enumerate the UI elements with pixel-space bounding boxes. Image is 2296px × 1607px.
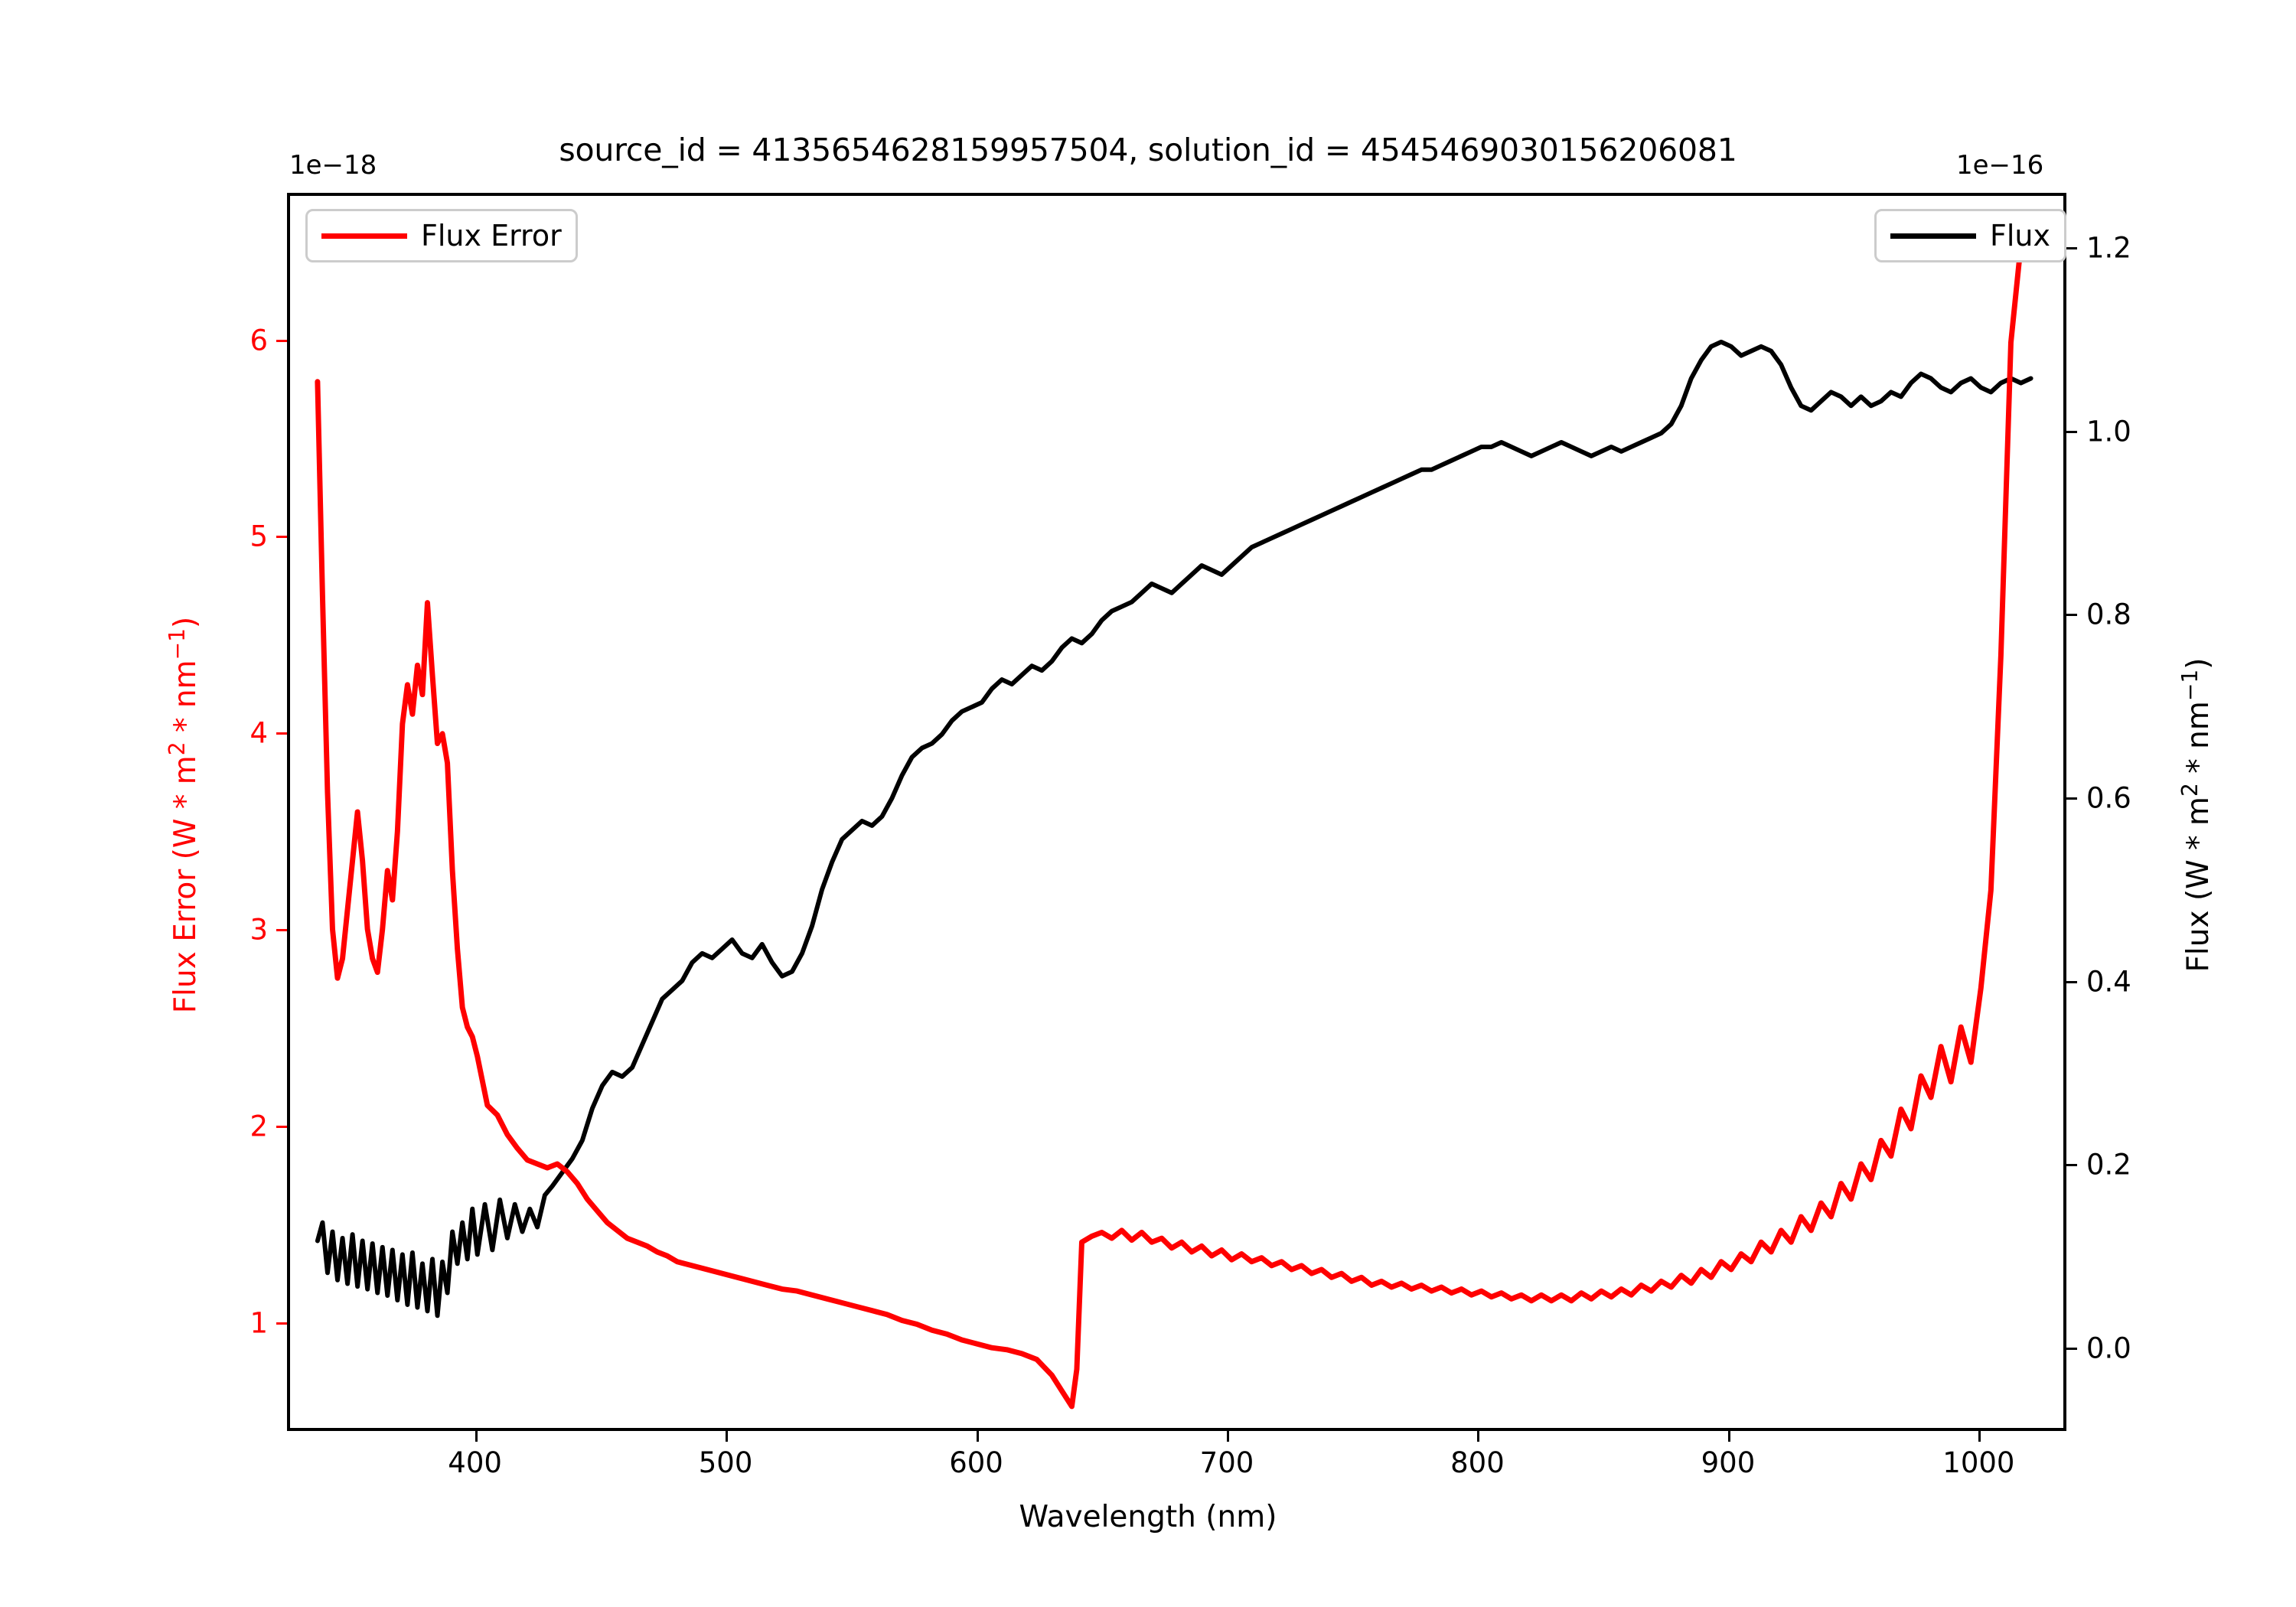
legend-label-flux: Flux	[1990, 219, 2050, 253]
legend-flux-error[interactable]: Flux Error	[305, 209, 578, 262]
right-y-tick-label: 0.4	[2086, 965, 2131, 999]
legend-flux[interactable]: Flux	[1874, 209, 2066, 262]
x-axis-label: Wavelength (nm)	[1019, 1500, 1277, 1534]
x-tick-mark	[1727, 1431, 1730, 1442]
right-axis-exponent-label: 1e−16	[1956, 150, 2044, 181]
x-tick-mark	[1978, 1431, 1981, 1442]
left-y-tick-label: 4	[249, 716, 268, 750]
x-tick-mark	[1477, 1431, 1480, 1442]
right-y-tick-mark	[2066, 430, 2077, 433]
right-y-tick-mark	[2066, 1348, 2077, 1351]
right-y-tick-mark	[2066, 797, 2077, 800]
right-y-tick-mark	[2066, 246, 2077, 249]
left-y-tick-label: 6	[249, 324, 268, 357]
page-title: source_id = 4135654628159957504, solutio…	[559, 132, 1737, 168]
flux-line	[315, 339, 2033, 1319]
left-y-tick-label: 3	[249, 913, 268, 947]
x-tick-label: 1000	[1942, 1446, 2015, 1479]
x-tick-label: 600	[949, 1446, 1003, 1479]
right-y-axis-label: Flux (W * m2 * nm−1)	[2177, 657, 2216, 973]
right-y-tick-label: 0.0	[2086, 1332, 2131, 1365]
x-tick-mark	[726, 1431, 729, 1442]
left-axis-exponent-label: 1e−18	[289, 150, 377, 181]
right-y-tick-mark	[2066, 980, 2077, 983]
right-y-tick-mark	[2066, 614, 2077, 617]
legend-label-flux-error: Flux Error	[421, 219, 562, 253]
legend-line-swatch-flux-error	[321, 233, 407, 239]
flux-error-line	[315, 242, 2024, 1410]
x-tick-label: 700	[1199, 1446, 1254, 1479]
left-y-tick-mark	[276, 1322, 287, 1325]
plot-area	[287, 193, 2066, 1431]
x-tick-label: 500	[698, 1446, 753, 1479]
left-y-tick-label: 1	[249, 1306, 268, 1340]
x-tick-mark	[1226, 1431, 1229, 1442]
right-y-tick-label: 1.2	[2086, 231, 2131, 265]
left-y-tick-mark	[276, 339, 287, 342]
left-y-axis-label: Flux Error (W * m2 * nm−1)	[165, 616, 203, 1014]
left-y-tick-mark	[276, 536, 287, 539]
right-y-tick-label: 1.0	[2086, 415, 2131, 448]
plot-svg	[315, 242, 2033, 1410]
left-y-tick-mark	[276, 929, 287, 932]
x-tick-label: 400	[448, 1446, 502, 1479]
right-y-tick-mark	[2066, 1164, 2077, 1167]
left-y-tick-label: 5	[249, 520, 268, 553]
left-y-tick-mark	[276, 1125, 287, 1128]
left-y-tick-label: 2	[249, 1110, 268, 1143]
x-tick-label: 900	[1701, 1446, 1756, 1479]
x-tick-mark	[475, 1431, 478, 1442]
x-tick-mark	[976, 1431, 979, 1442]
right-y-tick-label: 0.2	[2086, 1148, 2131, 1182]
left-y-tick-mark	[276, 732, 287, 735]
x-tick-label: 800	[1450, 1446, 1505, 1479]
legend-line-swatch-flux	[1890, 233, 1976, 239]
right-y-tick-label: 0.8	[2086, 598, 2131, 631]
right-y-tick-label: 0.6	[2086, 781, 2131, 815]
